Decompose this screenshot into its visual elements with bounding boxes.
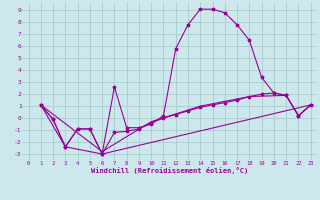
X-axis label: Windchill (Refroidissement éolien,°C): Windchill (Refroidissement éolien,°C)	[91, 167, 248, 174]
